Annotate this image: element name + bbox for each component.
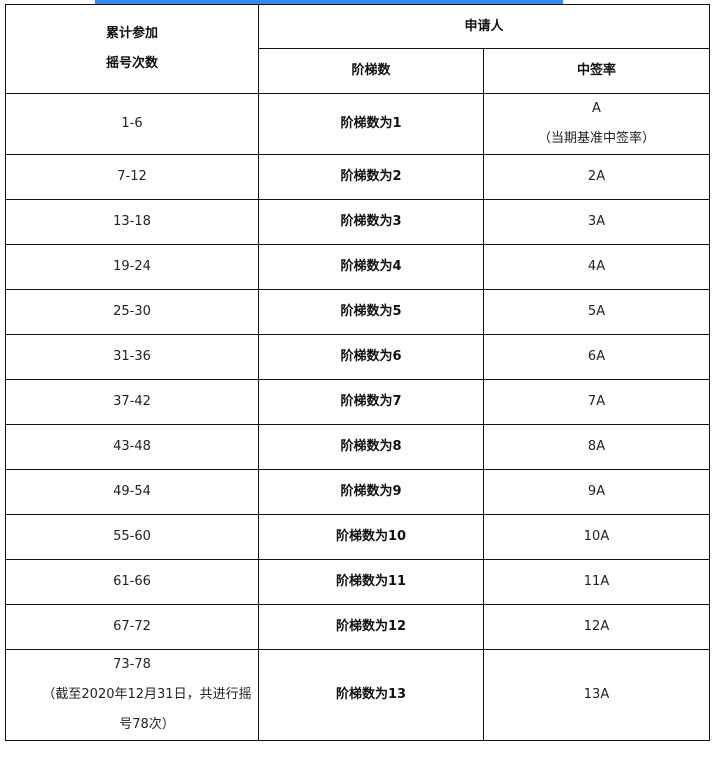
rate-value: 3A <box>587 214 606 229</box>
rate-cell: 12A <box>482 604 711 650</box>
tier-cell: 阶梯数为6 <box>258 334 484 380</box>
count-value: 13-18 <box>113 214 151 229</box>
tier-cell: 阶梯数为5 <box>258 289 484 335</box>
rate-cell: A （当期基准中签率） <box>482 93 711 155</box>
header-line: 累计参加 <box>105 26 158 41</box>
count-value: 73-78 <box>113 657 151 672</box>
count-cell: 19-24 <box>5 244 259 290</box>
tier-cell: 阶梯数为1 <box>258 93 484 155</box>
count-value: 37-42 <box>113 394 151 409</box>
table-row: 49-54 阶梯数为9 9A <box>5 469 711 515</box>
rate-value: 6A <box>587 349 606 364</box>
count-value: 61-66 <box>113 574 151 589</box>
table-row: 1-6 阶梯数为1 A （当期基准中签率） <box>5 93 711 155</box>
table-row: 19-24 阶梯数为4 4A <box>5 244 711 290</box>
table-row: 73-78 （截至2020年12月31日，共进行摇号78次） 阶梯数为13 13A <box>5 649 711 741</box>
rate-value: 4A <box>587 259 606 274</box>
rate-value: 7A <box>587 394 606 409</box>
tier-cell: 阶梯数为10 <box>258 514 484 560</box>
table-row: 25-30 阶梯数为5 5A <box>5 289 711 335</box>
count-cell: 73-78 （截至2020年12月31日，共进行摇号78次） <box>5 649 259 741</box>
count-value: 43-48 <box>113 439 151 454</box>
table-row: 13-18 阶梯数为3 3A <box>5 199 711 245</box>
header-line: 摇号次数 <box>105 56 158 71</box>
tier-cell: 阶梯数为12 <box>258 604 484 650</box>
table-row: 37-42 阶梯数为7 7A <box>5 379 711 425</box>
tier-cell: 阶梯数为3 <box>258 199 484 245</box>
rate-value: 10A <box>583 529 610 544</box>
table-row: 55-60 阶梯数为10 10A <box>5 514 711 560</box>
count-cell: 1-6 <box>5 93 259 155</box>
rate-value: A <box>592 101 601 116</box>
count-value: 7-12 <box>117 169 147 184</box>
rate-cell: 6A <box>482 334 711 380</box>
tier-cell: 阶梯数为11 <box>258 559 484 605</box>
rate-value: 11A <box>583 574 610 589</box>
rate-cell: 5A <box>482 289 711 335</box>
tier-cell: 阶梯数为8 <box>258 424 484 470</box>
rate-value: 13A <box>583 687 610 702</box>
count-cell: 31-36 <box>5 334 259 380</box>
rate-cell: 8A <box>482 424 711 470</box>
count-cell: 55-60 <box>5 514 259 560</box>
lottery-tier-table: 累计参加 摇号次数 申请人 阶梯数 中签率 1-6 阶梯数为1 A （当期基准中签率）… <box>5 4 711 741</box>
table-row: 7-12 阶梯数为2 2A <box>5 154 711 200</box>
tier-cell: 阶梯数为7 <box>258 379 484 425</box>
count-value: 1-6 <box>121 116 143 131</box>
rate-cell: 2A <box>482 154 711 200</box>
count-cell: 49-54 <box>5 469 259 515</box>
header-rate: 中签率 <box>482 48 711 94</box>
rate-value: 5A <box>587 304 606 319</box>
rate-cell: 7A <box>482 379 711 425</box>
count-value: 49-54 <box>113 484 151 499</box>
rate-cell: 9A <box>482 469 711 515</box>
rate-value: 2A <box>587 169 606 184</box>
table-row: 43-48 阶梯数为8 8A <box>5 424 711 470</box>
count-cell: 37-42 <box>5 379 259 425</box>
count-value: 31-36 <box>113 349 151 364</box>
count-cell: 43-48 <box>5 424 259 470</box>
count-value: 67-72 <box>113 619 151 634</box>
count-note: （截至2020年12月31日，共进行摇号78次） <box>42 687 252 732</box>
table-row: 67-72 阶梯数为12 12A <box>5 604 711 650</box>
rate-cell: 4A <box>482 244 711 290</box>
rate-cell: 13A <box>482 649 711 741</box>
tier-cell: 阶梯数为4 <box>258 244 484 290</box>
count-cell: 61-66 <box>5 559 259 605</box>
tier-cell: 阶梯数为2 <box>258 154 484 200</box>
header-cumulative-count: 累计参加 摇号次数 <box>5 4 259 94</box>
table-row: 61-66 阶梯数为11 11A <box>5 559 711 605</box>
count-value: 19-24 <box>113 259 151 274</box>
count-value: 55-60 <box>113 529 151 544</box>
rate-value: 12A <box>583 619 610 634</box>
rate-value: 8A <box>587 439 606 454</box>
tier-cell: 阶梯数为13 <box>258 649 484 741</box>
rate-note: （当期基准中签率） <box>538 131 656 146</box>
count-cell: 25-30 <box>5 289 259 335</box>
header-applicant: 申请人 <box>257 4 711 49</box>
count-cell: 67-72 <box>5 604 259 650</box>
count-cell: 7-12 <box>5 154 259 200</box>
tier-cell: 阶梯数为9 <box>258 469 484 515</box>
table-row: 31-36 阶梯数为6 6A <box>5 334 711 380</box>
count-cell: 13-18 <box>5 199 259 245</box>
top-accent-bar <box>95 0 563 4</box>
header-tier: 阶梯数 <box>258 48 484 94</box>
rate-cell: 11A <box>482 559 711 605</box>
rate-cell: 3A <box>482 199 711 245</box>
count-value: 25-30 <box>113 304 151 319</box>
rate-cell: 10A <box>482 514 711 560</box>
rate-value: 9A <box>587 484 606 499</box>
